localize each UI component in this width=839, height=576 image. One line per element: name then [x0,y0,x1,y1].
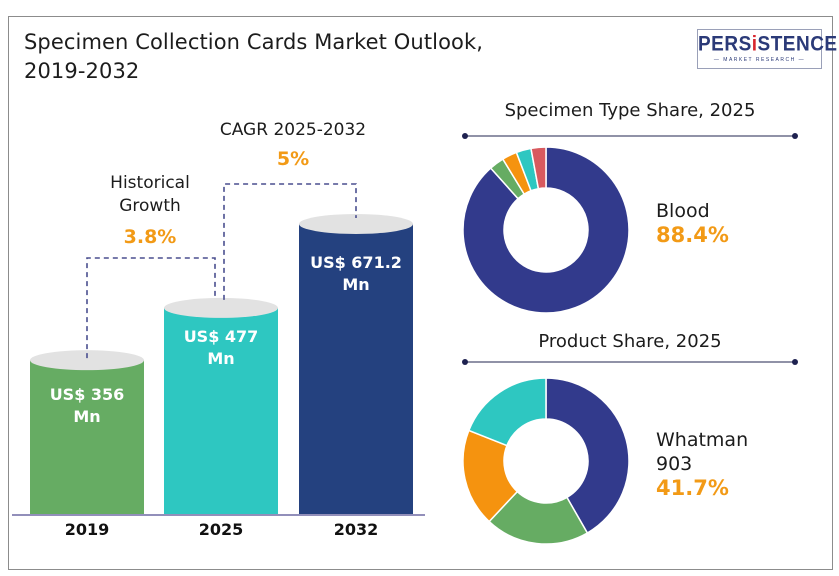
specimen-highlight-value: 88.4% [656,223,729,247]
bar-value-label-2019: US$ 356 Mn [30,384,144,428]
bar-value-2019-line-2: Mn [73,407,101,426]
title-line-2: 2019-2032 [24,59,140,83]
bar-2032 [299,224,413,514]
bar-top-2025 [164,297,278,318]
specimen-slice-blood [462,146,630,314]
specimen-slice-other-4 [530,146,547,190]
bar-value-2032-line-2: Mn [342,275,370,294]
specimen-share-title: Specimen Type Share, 2025 [504,100,756,121]
product-share-title: Product Share, 2025 [538,331,722,352]
x-tick-2019: 2019 [64,520,110,539]
cagr-connector [223,183,357,300]
historical-label-line-1: Historical [110,173,190,193]
product-highlight-label-line-2: 903 [656,453,693,475]
infographic-frame [8,16,833,570]
bar-value-label-2032: US$ 671.2 Mn [299,252,413,296]
title-line-1: Specimen Collection Cards Market Outlook… [24,30,484,54]
bar-value-2019-line-1: US$ 356 [49,385,125,404]
product-divider-dot-left [462,359,468,365]
logo-wordmark: PERSiSTENCE [698,32,837,57]
specimen-divider-dot-right [792,133,798,139]
logo-text-post: STENCE [757,32,838,56]
product-highlight: Whatman 903 41.7% [656,428,748,500]
cagr-label: CAGR 2025-2032 [219,120,367,140]
historical-label-line-2: Growth [119,196,181,216]
page-title: Specimen Collection Cards Market Outlook… [24,28,483,86]
historical-growth-connector [86,257,216,359]
logo-text-pre: PERS [698,32,752,56]
logo-subtitle: — MARKET RESEARCH — [713,57,806,63]
bar-value-label-2025: US$ 477 Mn [164,326,278,370]
x-tick-2025: 2025 [198,520,244,539]
x-tick-2032: 2032 [333,520,379,539]
logo-text-i: i [751,32,758,56]
product-slice-whatman-903 [545,377,630,534]
cagr-value: 5% [276,148,310,170]
product-slice-other-c [467,377,547,447]
bar-top-2019 [30,350,144,371]
product-highlight-value: 41.7% [656,476,729,500]
product-divider-dot-right [792,359,798,365]
bar-value-2025-line-2: Mn [207,349,235,368]
specimen-highlight-label: Blood [656,200,710,222]
persistence-logo: PERSiSTENCE — MARKET RESEARCH — [697,29,837,69]
specimen-highlight: Blood 88.4% [656,199,729,247]
specimen-divider-dot-left [462,133,468,139]
historical-growth-value: 3.8% [123,226,177,248]
bar-value-2025-line-1: US$ 477 [183,327,259,346]
bar-value-2032-line-1: US$ 671.2 [310,253,402,272]
bar-2025 [164,307,278,514]
product-highlight-label-line-1: Whatman [656,429,749,451]
bar-top-2032 [299,214,413,234]
logo-subtitle-text: MARKET RESEARCH [723,57,796,63]
bar-2019 [30,360,144,514]
historical-growth-label: Historical Growth [88,172,212,218]
